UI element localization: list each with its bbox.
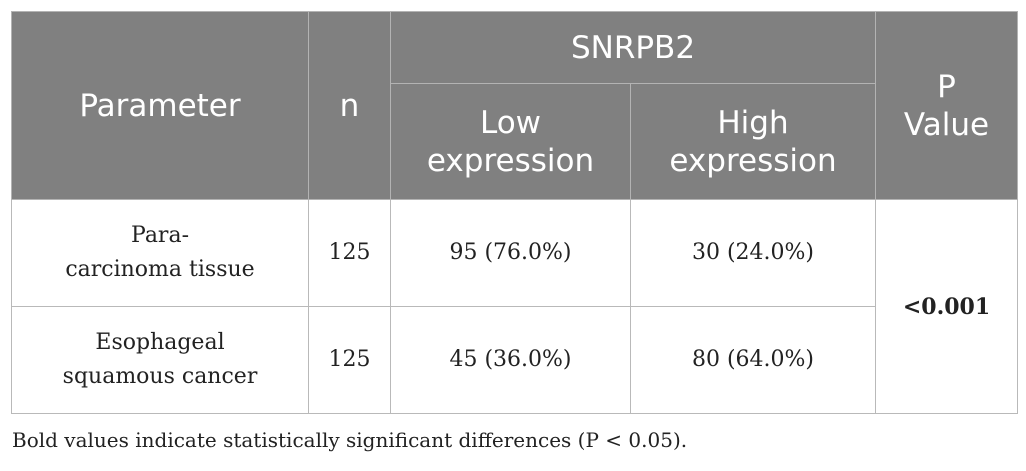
table-header: Parameter n SNRPB2 P Value Low expression … bbox=[11, 11, 1018, 200]
header-snrpb2-group: SNRPB2 bbox=[390, 11, 876, 84]
header-low-line1: Low bbox=[479, 104, 542, 141]
cell-low: 95 (76.0%) bbox=[390, 199, 631, 307]
cell-high: 80 (64.0%) bbox=[630, 306, 876, 414]
header-p-line2: Value bbox=[903, 106, 990, 143]
cell-n: 125 bbox=[308, 306, 391, 414]
parameter-line2: squamous cancer bbox=[62, 364, 258, 389]
table-footnote: Bold values indicate statistically signi… bbox=[12, 428, 688, 452]
header-row-top: Parameter n SNRPB2 P Value bbox=[11, 11, 1018, 200]
header-high-line2: expression bbox=[669, 142, 837, 179]
cell-parameter: Para-carcinoma tissue bbox=[11, 199, 309, 307]
cell-n: 125 bbox=[308, 199, 391, 307]
cell-parameter: Esophageal squamous cancer bbox=[11, 306, 309, 414]
header-n-label: n bbox=[339, 87, 360, 124]
header-row-bottom: Low expression High expression bbox=[12, 83, 1018, 200]
table-row: Para-carcinoma tissue 125 95 (76.0%) 30 … bbox=[11, 199, 1018, 414]
results-table: Parameter n SNRPB2 P Value Low expression … bbox=[11, 11, 1018, 414]
parameter-line1: Para- bbox=[131, 223, 189, 248]
cell-p-value: <0.001 bbox=[875, 199, 1018, 414]
table-row: Esophageal squamous cancer 125 45 (36.0%)… bbox=[11, 306, 1018, 414]
cell-low: 45 (36.0%) bbox=[390, 306, 631, 414]
header-group-label: SNRPB2 bbox=[570, 29, 696, 66]
cell-high: 30 (24.0%) bbox=[630, 199, 876, 307]
parameter-line1: Esophageal bbox=[95, 330, 225, 355]
header-high-line1: High bbox=[717, 104, 789, 141]
header-low-line2: expression bbox=[426, 142, 595, 179]
header-parameter: Parameter bbox=[11, 11, 309, 200]
table-body: Para-carcinoma tissue 125 95 (76.0%) 30 … bbox=[11, 199, 1018, 414]
header-p-value: P Value bbox=[875, 11, 1018, 200]
header-low-expression: Low expression bbox=[390, 83, 631, 200]
header-parameter-label: Parameter bbox=[79, 87, 241, 124]
header-n: n bbox=[308, 11, 391, 200]
header-high-expression: High expression bbox=[630, 83, 876, 200]
header-p-line1: P bbox=[937, 68, 956, 105]
parameter-line2: carcinoma tissue bbox=[65, 257, 255, 282]
